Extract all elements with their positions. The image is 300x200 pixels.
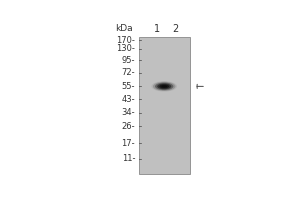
- Text: 17-: 17-: [122, 139, 135, 148]
- Text: 34-: 34-: [122, 108, 135, 117]
- Text: 130-: 130-: [116, 44, 135, 53]
- Text: 43-: 43-: [122, 95, 135, 104]
- Ellipse shape: [157, 83, 171, 89]
- Ellipse shape: [152, 81, 177, 92]
- Text: 95-: 95-: [122, 56, 135, 65]
- Text: 72-: 72-: [122, 68, 135, 77]
- Text: kDa: kDa: [115, 24, 133, 33]
- Text: 2: 2: [173, 24, 179, 34]
- Text: 11-: 11-: [122, 154, 135, 163]
- Text: 55-: 55-: [122, 82, 135, 91]
- Text: 170-: 170-: [116, 36, 135, 45]
- Ellipse shape: [153, 82, 176, 91]
- Text: 26-: 26-: [122, 122, 135, 131]
- Ellipse shape: [161, 85, 167, 88]
- Ellipse shape: [159, 84, 169, 88]
- Ellipse shape: [155, 83, 173, 90]
- Text: 1: 1: [154, 24, 160, 34]
- Bar: [139, 37, 190, 174]
